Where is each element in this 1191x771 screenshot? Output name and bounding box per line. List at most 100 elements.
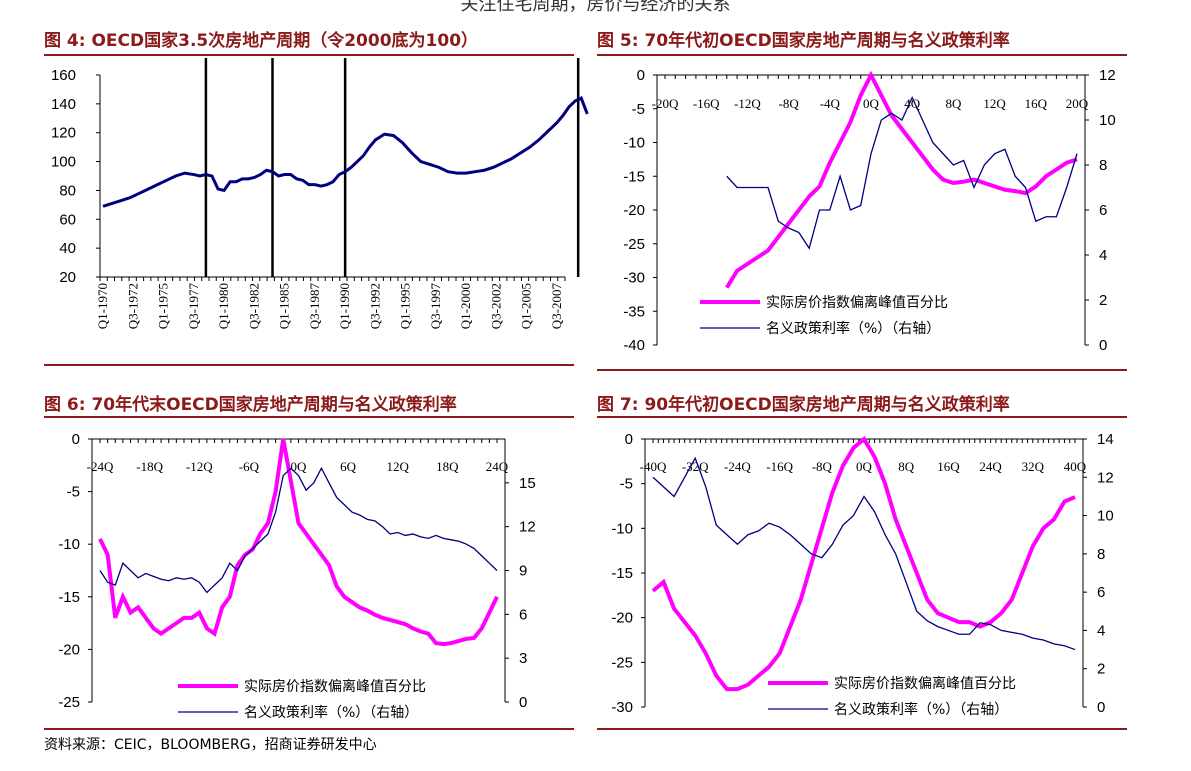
fig6-legend-label-price: 实际房价指数偏离峰值百分比: [244, 678, 426, 695]
fig7-ytick-label: 0: [625, 431, 633, 448]
fig5-xtick-label: 20Q: [1066, 96, 1089, 111]
fig4-ytick-label: 40: [59, 240, 76, 257]
fig6-ytick-label: -25: [58, 694, 80, 711]
fig4-xtick-label: Q1-1975: [156, 283, 171, 329]
fig7-y2tick-label: 14: [1097, 431, 1114, 448]
fig6-y2tick-label: 9: [519, 563, 527, 580]
fig7-legend-label-rate: 名义政策利率（%）（右轴）: [834, 701, 1008, 718]
fig7-xtick-label: 8Q: [898, 459, 915, 474]
fig5-y2tick-label: 2: [1099, 292, 1107, 309]
fig4-ytick-label: 140: [51, 96, 76, 113]
fig5-ytick-label: 0: [637, 67, 645, 84]
fig5-ytick-label: -5: [632, 101, 645, 118]
fig7-xtick-label: 0Q: [856, 459, 873, 474]
fig6-xtick-label: -12Q: [186, 459, 213, 474]
fig7-bottom-rule: [597, 728, 1127, 730]
fig6-y2tick-label: 15: [519, 475, 536, 492]
fig5-y2tick-label: 0: [1099, 337, 1107, 354]
fig5-y2tick-label: 10: [1099, 112, 1116, 129]
fig7-xtick-label: 16Q: [937, 459, 960, 474]
fig5-series-policy-rate: [726, 95, 1078, 250]
fig5-xtick-label: -16Q: [693, 96, 720, 111]
fig7-title: 图 7: 90年代初OECD国家房地产周期与名义政策利率: [597, 395, 1010, 415]
fig4-ytick-label: 160: [51, 67, 76, 84]
fig5-ytick-label: -35: [623, 303, 645, 320]
fig7-xtick-label: 40Q: [1064, 459, 1087, 474]
fig7-legend-label-price: 实际房价指数偏离峰值百分比: [834, 675, 1016, 692]
fig7-y2tick-label: 10: [1097, 508, 1114, 525]
fig7-y2tick-label: 4: [1097, 622, 1105, 639]
fig6-xtick-label: 24Q: [486, 459, 509, 474]
fig6-ytick-label: -10: [58, 536, 80, 553]
fig6-xtick-label: -18Q: [136, 459, 163, 474]
fig7-ytick-label: -15: [611, 565, 633, 582]
fig7-rule: [597, 416, 1127, 418]
fig5-xtick-label: 16Q: [1025, 96, 1048, 111]
fig5-rule: [597, 54, 1127, 56]
fig6-y2tick-label: 0: [519, 694, 527, 711]
fig4-xtick-label: Q1-1990: [337, 283, 352, 329]
fig5-ytick-label: -15: [623, 168, 645, 185]
fig6-rule: [44, 416, 574, 418]
fig6-bottom-rule: [44, 728, 574, 730]
fig6-y2tick-label: 3: [519, 650, 527, 667]
fig7-ytick-label: -25: [611, 654, 633, 671]
fig6-series-policy-rate: [99, 466, 498, 594]
fig5-series-house-price: [725, 70, 1078, 289]
fig4-ytick-label: 80: [59, 182, 76, 199]
fig4-bottom-rule: [44, 364, 574, 366]
fig5-title: 图 5: 70年代初OECD国家房地产周期与名义政策利率: [597, 31, 1010, 51]
source-note: 资料来源：CEIC，BLOOMBERG，招商证券研发中心: [44, 737, 377, 753]
fig7-xtick-label: 24Q: [979, 459, 1002, 474]
fig6-series-house-price: [98, 438, 499, 647]
fig6-title: 图 6: 70年代末OECD国家房地产周期与名义政策利率: [44, 395, 457, 415]
fig4-xtick-label: Q1-1970: [95, 283, 110, 329]
fig5-xtick-label: 0Q: [863, 96, 880, 111]
fig6-y2tick-label: 6: [519, 606, 527, 623]
fig4-xtick-label: Q3-1997: [428, 283, 443, 330]
fig5-y2tick-label: 6: [1099, 202, 1107, 219]
fig4-xtick-label: Q3-2002: [488, 283, 503, 329]
fig7-xtick-label: -16Q: [766, 459, 793, 474]
fig4-xtick-label: Q3-1977: [186, 283, 201, 330]
fig4-xtick-label: Q3-1987: [307, 283, 322, 330]
fig4-ytick-label: 100: [51, 154, 76, 171]
fig7-xtick-label: 32Q: [1022, 459, 1045, 474]
fig6-xtick-label: 18Q: [436, 459, 459, 474]
fig5-xtick-label: -20Q: [652, 96, 679, 111]
fig5-bottom-rule: [597, 369, 1127, 371]
fig6-ytick-label: -20: [58, 641, 80, 658]
fig7-ytick-label: -20: [611, 610, 633, 627]
fig7-ytick-label: -30: [611, 699, 633, 716]
fig4-xtick-label: Q1-2005: [519, 283, 534, 329]
fig6-ytick-label: 0: [72, 431, 80, 448]
fig4-series-line: [102, 96, 589, 208]
fig5-legend-label-price: 实际房价指数偏离峰值百分比: [766, 294, 948, 311]
fig4-xtick-label: Q1-1995: [398, 283, 413, 329]
fig7-y2tick-label: 8: [1097, 546, 1105, 563]
fig7-y2tick-label: 6: [1097, 584, 1105, 601]
fig5-xtick-label: 8Q: [945, 96, 962, 111]
fig4-xtick-label: Q1-1985: [277, 283, 292, 329]
fig5-xtick-label: -4Q: [820, 96, 841, 111]
fig4-title: 图 4: OECD国家3.5次房地产周期（令2000底为100）: [44, 31, 479, 51]
fig4-xtick-label: Q3-1982: [246, 283, 261, 329]
fig7-y2tick-label: 0: [1097, 699, 1105, 716]
fig4-xtick-label: Q1-2000: [458, 283, 473, 329]
fig6-y2tick-label: 12: [519, 519, 536, 536]
fig5-ytick-label: -20: [623, 202, 645, 219]
fig5-xtick-label: -12Q: [734, 96, 761, 111]
fig7-xtick-label: -32Q: [682, 459, 709, 474]
fig6-xtick-label: -24Q: [87, 459, 114, 474]
fig5-ytick-label: -10: [623, 135, 645, 152]
fig4-xtick-label: Q3-2007: [549, 283, 564, 330]
fig5-y2tick-label: 8: [1099, 157, 1107, 174]
fig7-y2tick-label: 12: [1097, 469, 1114, 486]
fig7-xtick-label: -8Q: [812, 459, 833, 474]
page-header-cut: 关注住宅周期，房价与经济的关系: [460, 0, 731, 15]
fig5-legend-label-rate: 名义政策利率（%）（右轴）: [766, 320, 940, 337]
fig7-series-policy-rate: [652, 456, 1076, 651]
fig5-xtick-label: -8Q: [778, 96, 799, 111]
fig5-ytick-label: -25: [623, 236, 645, 253]
